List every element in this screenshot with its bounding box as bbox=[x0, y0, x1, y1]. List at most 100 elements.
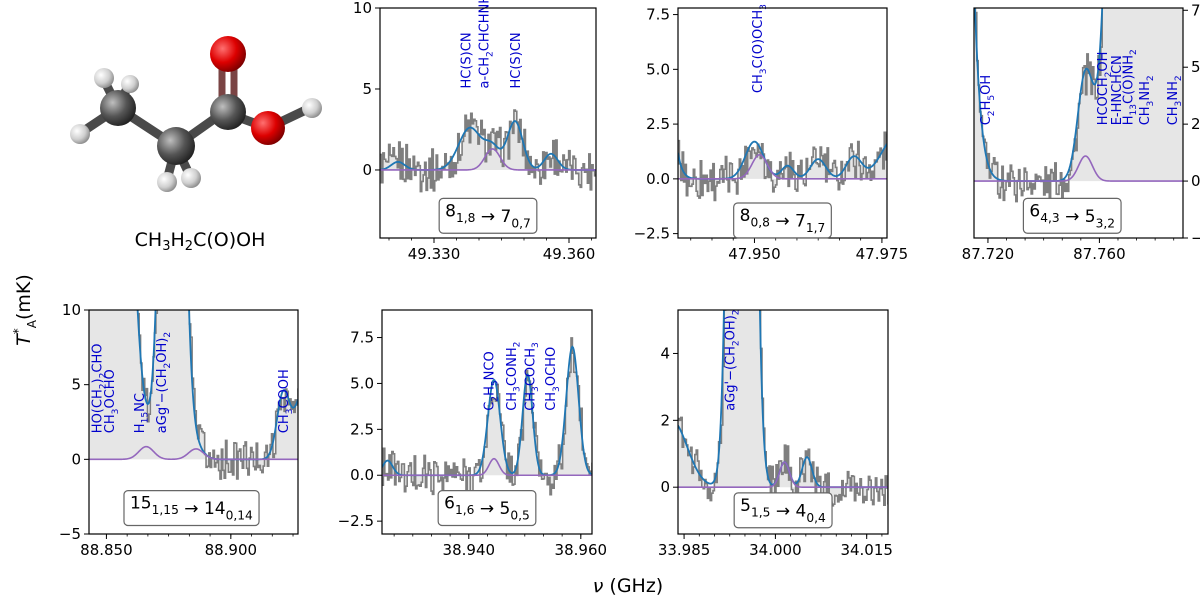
observed-spectrum-line bbox=[382, 337, 592, 497]
line-annotation: a-CH2CHCHNH bbox=[478, 0, 496, 89]
y-tick-label: 2.5 bbox=[350, 420, 374, 438]
line-annotation: CH3OCHO bbox=[103, 369, 121, 433]
panel-frame bbox=[379, 7, 597, 239]
y-tick-label: 0.0 bbox=[350, 466, 374, 484]
line-annotation: CH3COOH bbox=[277, 369, 295, 433]
y-tick-label: 10 bbox=[62, 301, 81, 319]
line-annotation: HC(S)CN bbox=[509, 32, 524, 88]
transition-label: 151,15 → 140,14 bbox=[123, 490, 260, 527]
x-tick-label: 38.960 bbox=[555, 541, 608, 559]
y-tick-label: −2.5 bbox=[338, 512, 374, 530]
svg-text:80,8 → 71,7: 80,8 → 71,7 bbox=[740, 206, 826, 235]
observed-spectrum-line bbox=[678, 131, 887, 202]
x-tick-label: 87.760 bbox=[1073, 245, 1126, 263]
y-tick-label: −2.5 bbox=[1191, 229, 1200, 247]
panel-frame bbox=[677, 309, 889, 535]
total-model-line bbox=[678, 310, 888, 489]
line-annotation: CH3OCHO bbox=[544, 347, 562, 411]
x-tick-label: 49.330 bbox=[408, 245, 461, 263]
x-tick-label: 34.015 bbox=[840, 541, 893, 559]
transition-label: 51,5 → 40,4 bbox=[733, 492, 833, 529]
line-annotation: CH3C(O)OCH3 bbox=[751, 4, 769, 93]
observed-spectrum-fill bbox=[89, 310, 298, 480]
species-model-line bbox=[974, 155, 1183, 182]
y-tick-label: 2.5 bbox=[646, 115, 670, 133]
x-tick-label: 38.940 bbox=[443, 541, 496, 559]
x-tick-label: 88.850 bbox=[80, 541, 133, 559]
spectrum-panel-2: CH3C(O)OCH3 47.950 47.975 −2.5 0.0 2.5 5.0 7.5 8… bbox=[634, 4, 909, 263]
line-annotation: aGg'−(CH2OH)2 bbox=[724, 309, 742, 410]
species-model-line bbox=[382, 457, 592, 477]
line-annotation: CH3NH2 bbox=[1138, 75, 1156, 125]
spectrum-panel-3: C2H5OH HCOCH2OHE-HNCHCNH13C(O)NH2CH3NH2CH… bbox=[962, 1, 1200, 263]
line-annotation: aGg'−(CH2OH)2 bbox=[155, 332, 173, 433]
molecule-label: CH3H2C(O)OH bbox=[135, 229, 266, 254]
species-model-line bbox=[89, 445, 298, 461]
line-annotation: H15NC bbox=[133, 393, 151, 433]
y-tick-label: 4 bbox=[660, 344, 670, 362]
x-tick-label: 34.000 bbox=[749, 541, 802, 559]
x-axis-label: ν (GHz) bbox=[593, 575, 663, 597]
panel-frame bbox=[973, 7, 1184, 239]
y-tick-label: 7.5 bbox=[646, 6, 670, 24]
spectrum-panel-6: aGg'−(CH2OH)2 33.985 34.000 34.015 0 2 4 51,5 →… bbox=[658, 309, 893, 559]
x-tick-label: 47.975 bbox=[856, 245, 909, 263]
observed-spectrum-fill bbox=[678, 310, 888, 506]
line-annotation: H13C(O)NH2 bbox=[1121, 49, 1139, 125]
species-model-line bbox=[678, 153, 887, 180]
line-annotation: C2H5NCO bbox=[482, 351, 500, 411]
x-tick-label: 47.950 bbox=[728, 245, 781, 263]
y-tick-label: 10 bbox=[353, 0, 372, 17]
species-model-line bbox=[678, 461, 888, 488]
y-tick-label: 5.0 bbox=[1191, 58, 1200, 76]
observed-spectrum-line bbox=[678, 310, 888, 507]
y-tick-label: 0 bbox=[362, 161, 372, 179]
panel-frame bbox=[381, 309, 593, 535]
y-tick-label: 5.0 bbox=[646, 60, 670, 78]
transition-label: 80,8 → 71,7 bbox=[733, 202, 832, 239]
line-annotation: CH3COCH3 bbox=[523, 342, 541, 411]
line-annotation: CH3NH2 bbox=[1166, 75, 1184, 125]
svg-text:151,15 → 140,14: 151,15 → 140,14 bbox=[130, 494, 253, 523]
y-tick-label: 0.0 bbox=[1191, 172, 1200, 190]
y-tick-label: 5.0 bbox=[350, 374, 374, 392]
transition-label: 61,6 → 50,5 bbox=[437, 490, 537, 527]
species-model-line bbox=[380, 148, 596, 171]
svg-text:61,6 → 50,5: 61,6 → 50,5 bbox=[444, 494, 530, 523]
panel-frame bbox=[88, 309, 299, 535]
x-tick-label: 33.985 bbox=[658, 541, 711, 559]
line-annotation: CH3CONH2 bbox=[505, 342, 523, 411]
y-tick-label: 0 bbox=[660, 478, 670, 496]
y-tick-label: 0.0 bbox=[646, 170, 670, 188]
x-tick-label: 87.720 bbox=[962, 245, 1015, 263]
transition-label: 64,3 → 53,2 bbox=[1022, 197, 1122, 234]
y-tick-label: 5 bbox=[71, 376, 81, 394]
y-axis-label: T*A(mK) bbox=[11, 274, 39, 346]
y-tick-label: −5 bbox=[59, 525, 81, 543]
svg-text:51,5 → 40,4: 51,5 → 40,4 bbox=[740, 496, 826, 525]
line-annotation: HO(CH2)2CHO bbox=[90, 343, 108, 433]
x-tick-label: 88.900 bbox=[205, 541, 258, 559]
y-tick-label: 0 bbox=[71, 450, 81, 468]
y-tick-label: 7.5 bbox=[1191, 1, 1200, 19]
y-tick-label: 5 bbox=[362, 80, 372, 98]
y-tick-label: 2 bbox=[660, 411, 670, 429]
svg-text:64,3 → 53,2: 64,3 → 53,2 bbox=[1029, 201, 1115, 230]
molecule-ball-and-stick-image bbox=[70, 36, 322, 192]
observed-spectrum-line bbox=[380, 109, 596, 193]
x-tick-label: 49.360 bbox=[543, 245, 596, 263]
y-tick-label: 7.5 bbox=[350, 329, 374, 347]
line-annotation: C2H5OH bbox=[979, 75, 997, 125]
transition-label: 81,8 → 70,7 bbox=[438, 197, 538, 234]
observed-spectrum-line bbox=[974, 8, 1103, 203]
svg-text:81,8 → 70,7: 81,8 → 70,7 bbox=[445, 201, 531, 230]
line-annotation: HCOCH2OH bbox=[1096, 52, 1114, 126]
line-annotation: HC(S)CN bbox=[460, 32, 475, 88]
y-tick-label: 2.5 bbox=[1191, 115, 1200, 133]
line-annotation: E-HNCHCN bbox=[1110, 55, 1125, 125]
